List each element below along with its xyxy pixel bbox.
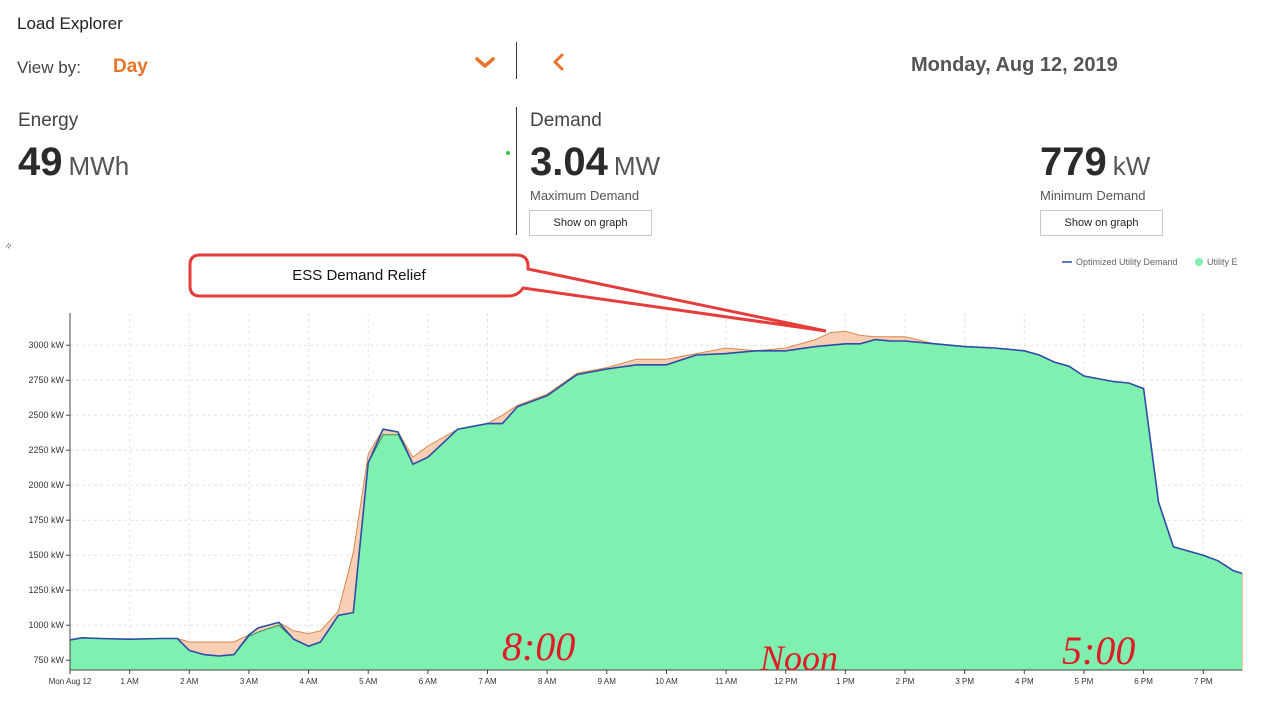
min-demand-value: 779 kW — [1040, 140, 1150, 185]
callout-bubble — [188, 253, 827, 333]
x-tick-label: 9 AM — [598, 677, 617, 686]
x-tick-label: 7 AM — [478, 677, 497, 686]
x-tick-label: 7 PM — [1194, 677, 1213, 686]
callout: ESS Demand Relief — [188, 253, 827, 333]
energy-value: 49 MWh — [18, 140, 129, 185]
y-tick-label: 1750 kW — [28, 515, 64, 525]
handwritten-noon: Noon — [759, 638, 838, 678]
y-tick-label: 2750 kW — [28, 375, 64, 385]
y-tick-label: 2500 kW — [28, 410, 64, 420]
y-tick-label: 750 kW — [33, 655, 64, 665]
max-demand-number: 3.04 — [530, 140, 608, 184]
y-tick-label: 2000 kW — [28, 480, 64, 490]
min-demand-number: 779 — [1040, 140, 1107, 184]
show-min-on-graph-button[interactable]: Show on graph — [1040, 210, 1163, 236]
demand-label: Demand — [530, 110, 602, 131]
y-tick-label: 2250 kW — [28, 445, 64, 455]
legend-utility-label: Utility E — [1207, 257, 1238, 267]
min-demand-label: Minimum Demand — [1040, 188, 1146, 203]
legend: Optimized Utility Demand Utility E — [1062, 257, 1238, 267]
y-tick-label: 1000 kW — [28, 620, 64, 630]
view-by-label: View by: — [17, 58, 81, 77]
utility-area — [70, 339, 1242, 670]
x-tick-label: 2 PM — [896, 677, 915, 686]
x-tick-label: 4 AM — [299, 677, 318, 686]
x-tick-label: 10 AM — [655, 677, 678, 686]
chevron-down-icon[interactable] — [472, 50, 498, 76]
view-by-value[interactable]: Day — [113, 56, 148, 77]
x-tick-label: 1 PM — [836, 677, 855, 686]
handwritten-annotations: 8:00 Noon 5:00 — [502, 624, 1135, 678]
max-demand-unit: MW — [613, 151, 661, 181]
x-tick-label: 8 AM — [538, 677, 557, 686]
x-tick-label: 6 PM — [1134, 677, 1153, 686]
legend-optimized-label: Optimized Utility Demand — [1076, 257, 1178, 267]
handwritten-5pm: 5:00 — [1062, 628, 1135, 673]
x-tick-label: 3 PM — [955, 677, 974, 686]
optimized-utility-line — [69, 338, 1243, 657]
header-divider — [516, 42, 517, 79]
x-tick-label: 5 AM — [359, 677, 378, 686]
x-tick-label: Mon Aug 12 — [49, 677, 92, 686]
chart-axes: 750 kW 1000 kW 1250 kW 1500 kW 1750 kW 2000 k… — [28, 313, 1242, 686]
x-tick-label: 12 PM — [774, 677, 797, 686]
y-tick-label: 3000 kW — [28, 340, 64, 350]
handwritten-8am: 8:00 — [502, 624, 575, 669]
energy-unit: MWh — [68, 151, 130, 181]
y-tick-label: 1500 kW — [28, 550, 64, 560]
x-tick-label: 1 AM — [121, 677, 140, 686]
x-tick-label: 3 AM — [240, 677, 259, 686]
energy-number: 49 — [18, 140, 63, 184]
max-demand-label: Maximum Demand — [530, 188, 640, 203]
legend-utility-swatch — [1195, 258, 1203, 266]
status-dot — [506, 151, 510, 155]
energy-label: Energy — [18, 110, 79, 131]
y-tick-label: 1250 kW — [28, 585, 64, 595]
x-tick-label: 11 AM — [715, 677, 737, 686]
x-tick-label: 2 AM — [180, 677, 199, 686]
load-chart: 750 kW 1000 kW 1250 kW 1500 kW 1750 kW 2000 k… — [28, 253, 1243, 686]
summary-divider — [516, 107, 517, 235]
x-tick-label: 6 AM — [419, 677, 438, 686]
chevron-left-icon[interactable] — [548, 50, 570, 74]
show-max-on-graph-button[interactable]: Show on graph — [529, 210, 652, 236]
callout-text: ESS Demand Relief — [292, 267, 426, 284]
x-tick-label: 4 PM — [1015, 677, 1034, 686]
page-title: Load Explorer — [17, 14, 123, 33]
min-demand-unit: kW — [1112, 151, 1151, 181]
date-label: Monday, Aug 12, 2019 — [911, 54, 1118, 76]
x-tick-label: 5 PM — [1075, 677, 1094, 686]
max-demand-value: 3.04 MW — [530, 140, 660, 185]
